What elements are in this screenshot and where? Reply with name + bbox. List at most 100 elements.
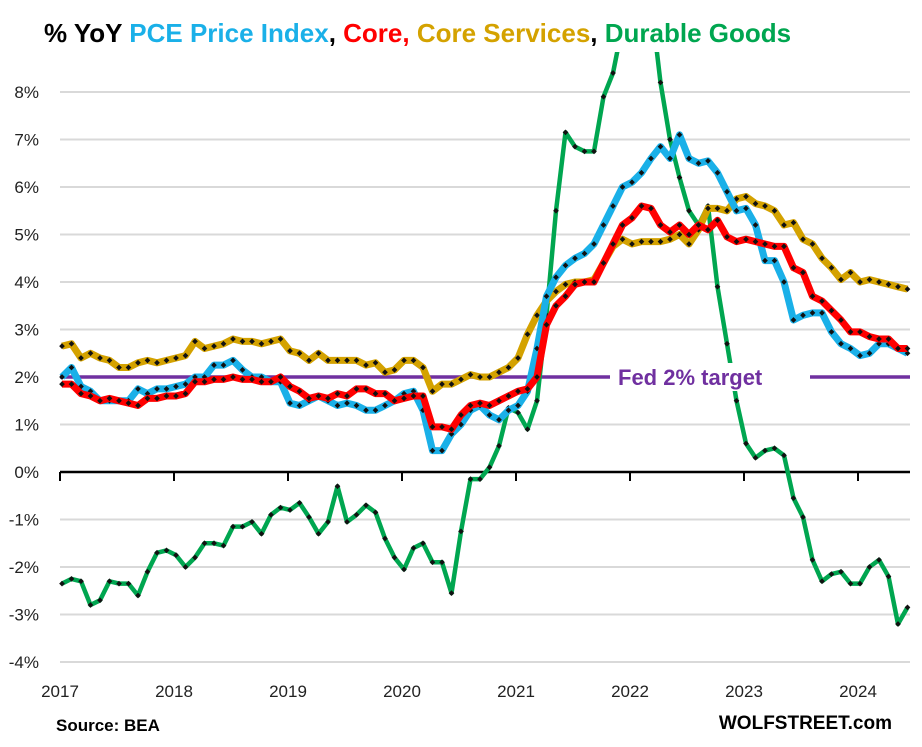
data-point [211, 540, 217, 547]
data-point [534, 374, 540, 380]
data-point [429, 447, 436, 454]
data-point [220, 362, 227, 368]
data-point [553, 274, 559, 281]
data-point [828, 329, 835, 335]
data-point [762, 203, 768, 209]
data-point [847, 580, 854, 587]
data-point [895, 283, 901, 290]
x-tick-label: 2018 [155, 682, 193, 701]
data-point [268, 511, 274, 518]
data-point [524, 426, 531, 433]
data-point [363, 362, 369, 368]
data-point [192, 378, 198, 385]
data-point [733, 238, 740, 245]
data-point [287, 348, 293, 354]
y-tick-label: -2% [9, 558, 39, 577]
source-label: Source: BEA [56, 716, 160, 735]
data-point [657, 222, 664, 228]
data-point [306, 514, 312, 520]
data-point [819, 578, 825, 585]
data-point [363, 386, 369, 392]
data-point [239, 523, 246, 530]
data-point [619, 184, 626, 190]
data-point [116, 397, 122, 404]
data-point [287, 507, 293, 513]
data-point [258, 340, 265, 347]
data-point [382, 390, 388, 397]
data-point [401, 357, 407, 364]
data-point [106, 395, 113, 402]
data-point [230, 374, 236, 380]
data-point [752, 238, 759, 245]
data-point [372, 390, 379, 397]
data-point [857, 329, 863, 335]
data-point [382, 369, 388, 376]
data-point [344, 519, 350, 525]
data-point [68, 364, 75, 371]
x-tick-label: 2022 [611, 682, 649, 701]
data-point [762, 447, 768, 454]
data-point [429, 559, 436, 566]
data-point [895, 345, 901, 352]
data-point [676, 222, 683, 228]
y-tick-label: -4% [9, 653, 39, 672]
data-point [239, 338, 246, 345]
data-point [334, 483, 341, 490]
data-point [562, 281, 569, 288]
data-point [695, 160, 702, 167]
data-point [600, 222, 607, 228]
data-point [724, 188, 730, 195]
data-point [135, 386, 141, 392]
data-point [353, 386, 360, 392]
data-point [439, 447, 445, 454]
data-point [619, 236, 626, 243]
y-tick-label: 4% [14, 273, 39, 292]
data-point [211, 376, 217, 383]
data-point [828, 571, 835, 577]
data-point [230, 523, 236, 530]
data-point [895, 621, 901, 627]
data-point [467, 402, 474, 409]
data-point [201, 540, 208, 547]
data-point [87, 393, 94, 399]
data-point [610, 70, 616, 76]
data-point [752, 454, 759, 461]
data-point [819, 255, 825, 262]
data-point [182, 381, 189, 387]
data-point [657, 143, 664, 150]
data-point [809, 557, 816, 563]
data-point [353, 402, 360, 409]
data-point [249, 338, 255, 345]
title-part: , [590, 18, 605, 48]
data-point [828, 307, 835, 314]
brand-label: WOLFSTREET.com [718, 713, 892, 734]
data-point [363, 502, 369, 509]
data-point [781, 222, 787, 228]
series-line-durable-goods [61, 52, 910, 627]
data-point [78, 578, 84, 585]
data-point [486, 402, 493, 409]
data-point [838, 317, 844, 323]
data-point [87, 350, 94, 357]
data-point [410, 357, 417, 364]
data-point [306, 357, 312, 364]
data-point [249, 376, 255, 383]
fed-target-label: Fed 2% target [618, 365, 763, 390]
data-point [857, 352, 863, 359]
data-point [344, 393, 350, 399]
data-point [876, 279, 882, 285]
data-point [296, 500, 303, 506]
y-tick-label: -1% [9, 511, 39, 530]
data-point [828, 264, 835, 271]
data-point [239, 367, 246, 373]
x-tick-label: 2020 [383, 682, 421, 701]
data-point [201, 345, 208, 352]
data-point [771, 445, 778, 452]
x-tick-label: 2024 [839, 682, 877, 701]
data-point [163, 547, 170, 554]
title-part: % YoY [44, 18, 130, 48]
y-tick-label: 1% [14, 416, 39, 435]
data-point [610, 241, 616, 247]
data-point [819, 298, 825, 304]
